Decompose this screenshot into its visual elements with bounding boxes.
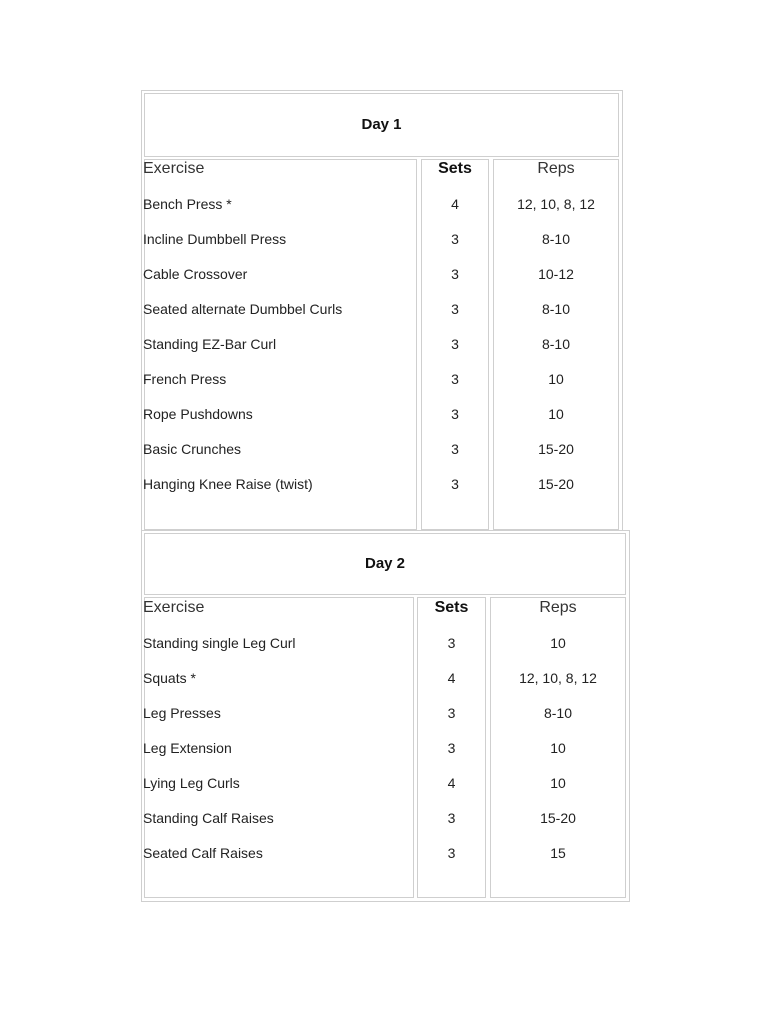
reps-column-cell — [490, 597, 626, 898]
sets-value: 3 — [451, 441, 459, 457]
reps-value: 12, 10, 8, 12 — [517, 196, 595, 212]
exercise-name: Standing single Leg Curl — [143, 635, 296, 651]
sets-value: 3 — [447, 705, 456, 721]
reps-value: 10-12 — [538, 266, 574, 282]
exercise-name: Leg Presses — [143, 705, 221, 721]
sets-header: Sets — [438, 160, 472, 177]
day-title: Day 1 — [361, 116, 402, 133]
reps-value: 8-10 — [541, 231, 571, 247]
exercise-name: Cable Crossover — [143, 266, 248, 282]
exercise-name: Leg Extension — [143, 740, 232, 756]
exercise-name: Bench Press * — [143, 196, 232, 212]
sets-value: 3 — [447, 845, 456, 861]
exercise-column-cell — [144, 597, 414, 898]
sets-value: 4 — [447, 775, 456, 791]
sets-value: 4 — [451, 196, 459, 212]
sets-column-cell — [417, 597, 486, 898]
exercise-name: French Press — [143, 371, 227, 387]
exercise-name: Rope Pushdowns — [143, 406, 253, 422]
reps-value: 12, 10, 8, 12 — [519, 670, 597, 686]
day-title-cell — [144, 93, 619, 157]
exercise-column-cell — [144, 159, 417, 530]
reps-header: Reps — [539, 599, 577, 616]
exercise-name: Squats * — [143, 670, 196, 686]
exercise-name: Lying Leg Curls — [143, 775, 240, 791]
exercise-name: Basic Crunches — [143, 441, 242, 457]
reps-column-cell — [493, 159, 619, 530]
reps-value: 10 — [550, 775, 566, 791]
reps-value: 15 — [550, 845, 566, 861]
reps-value: 15-20 — [538, 441, 574, 457]
sets-header: Sets — [434, 599, 469, 616]
sets-column-cell — [421, 159, 489, 530]
exercise-name: Incline Dumbbell Press — [143, 231, 287, 247]
sets-value: 3 — [451, 231, 459, 247]
reps-value: 8-10 — [543, 705, 573, 721]
sets-value: 3 — [451, 301, 459, 317]
exercise-name: Seated alternate Dumbbel Curls — [143, 301, 343, 317]
reps-value: 10 — [548, 371, 564, 387]
reps-value: 15-20 — [538, 476, 574, 492]
sets-value: 3 — [451, 336, 459, 352]
reps-value: 8-10 — [541, 336, 571, 352]
exercise-header: Exercise — [143, 599, 205, 616]
reps-value: 15-20 — [540, 810, 576, 826]
sets-value: 3 — [447, 635, 456, 651]
reps-value: 10 — [550, 635, 566, 651]
sets-value: 3 — [447, 740, 456, 756]
reps-value: 10 — [550, 740, 566, 756]
exercise-name: Hanging Knee Raise (twist) — [143, 476, 313, 492]
exercise-name: Standing EZ-Bar Curl — [143, 336, 277, 352]
reps-header: Reps — [537, 160, 575, 177]
reps-value: 8-10 — [541, 301, 571, 317]
exercise-header: Exercise — [143, 160, 205, 177]
sets-value: 4 — [447, 670, 456, 686]
sets-value: 3 — [447, 810, 456, 826]
reps-value: 10 — [548, 406, 564, 422]
sets-value: 3 — [451, 371, 459, 387]
day-title: Day 2 — [364, 555, 406, 572]
sets-value: 3 — [451, 476, 459, 492]
day-title-cell — [144, 533, 626, 595]
exercise-name: Seated Calf Raises — [143, 845, 263, 861]
day-table — [141, 530, 630, 902]
sets-value: 3 — [451, 266, 459, 282]
sets-value: 3 — [451, 406, 459, 422]
exercise-name: Standing Calf Raises — [143, 810, 274, 826]
